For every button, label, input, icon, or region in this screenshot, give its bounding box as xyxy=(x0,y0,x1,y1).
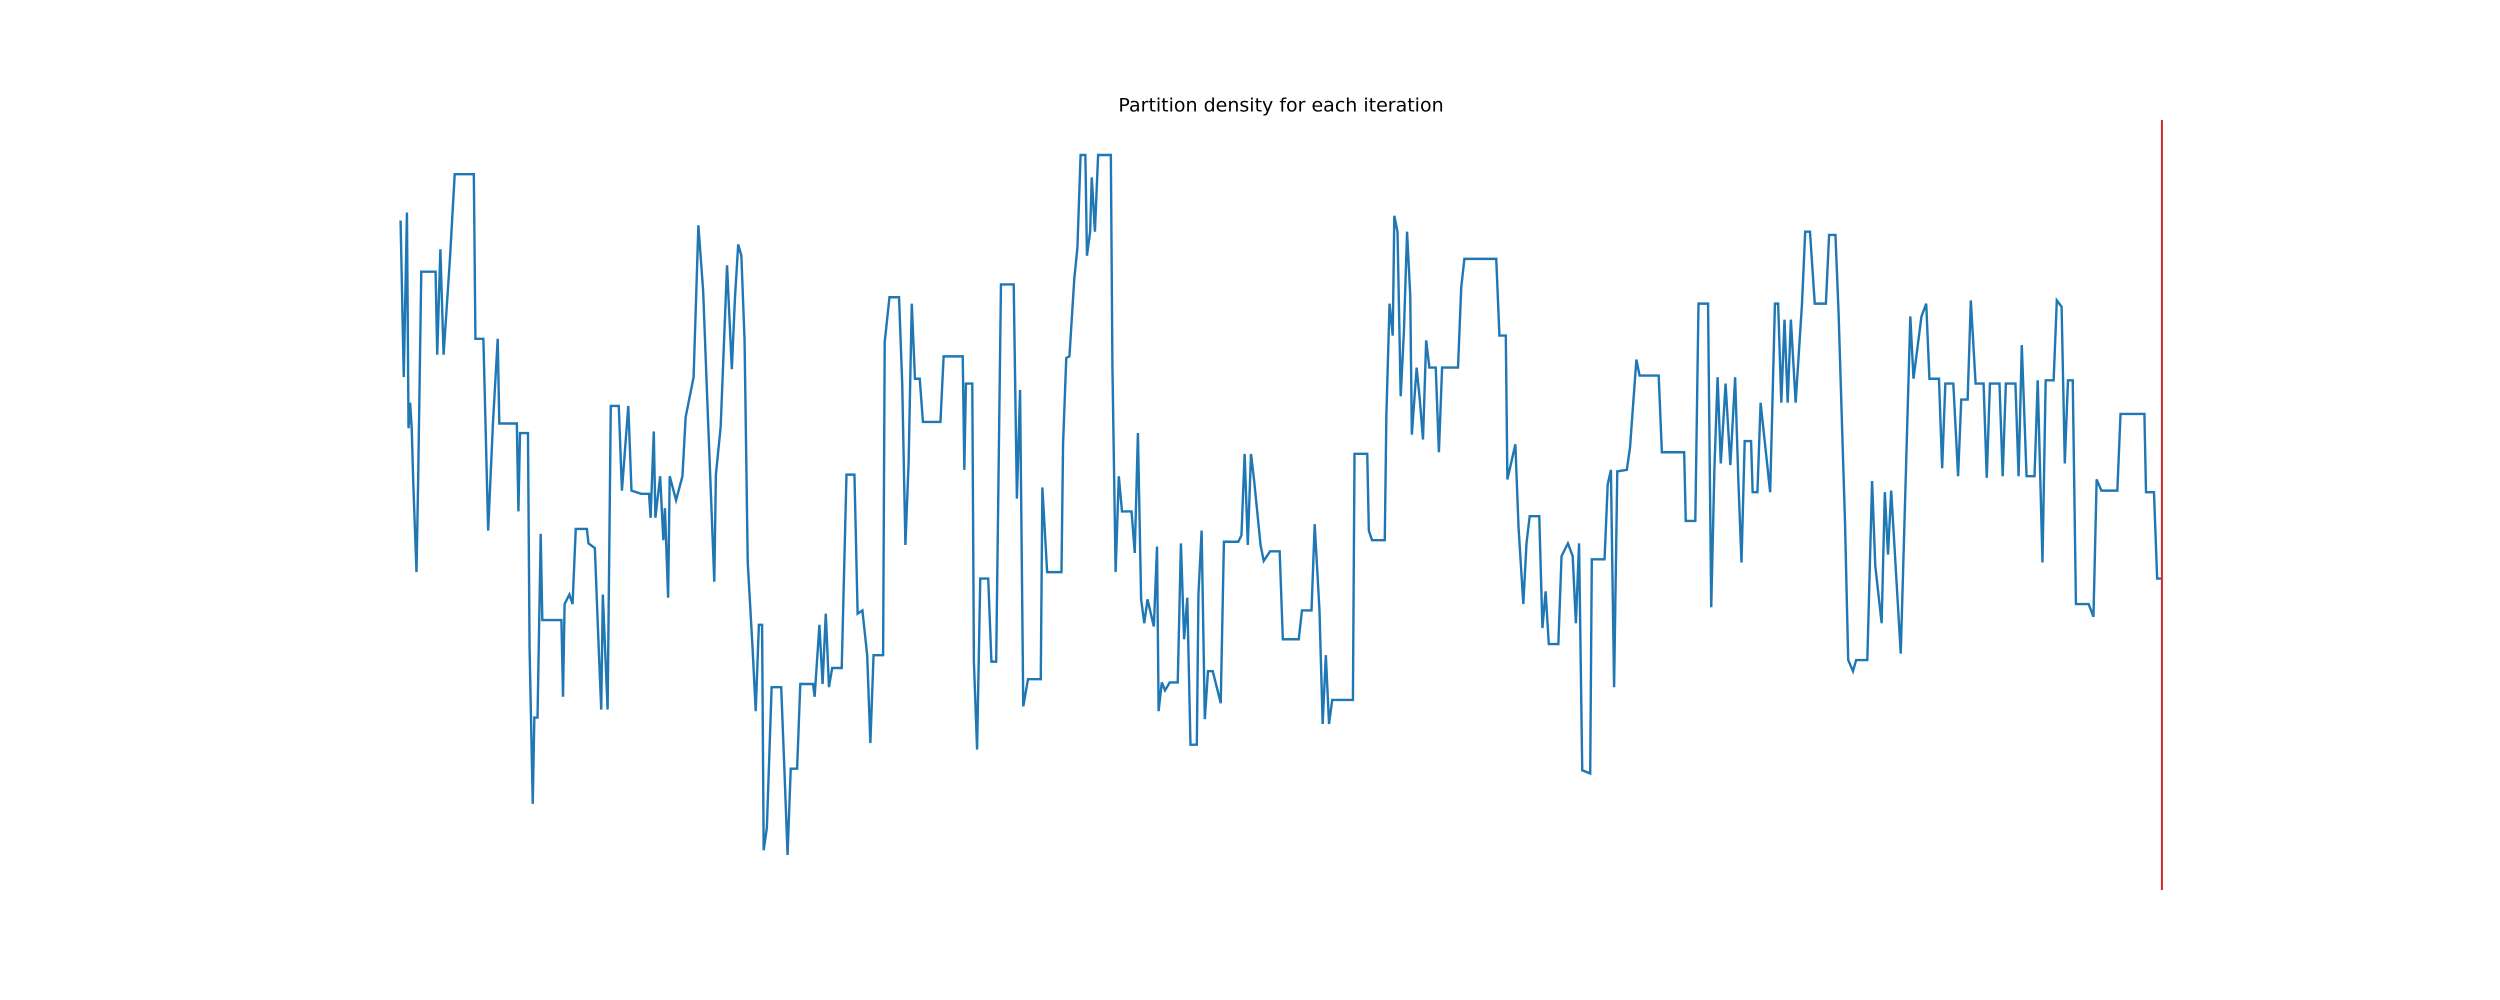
chart-title: Partition density for each iteration xyxy=(1118,95,1443,117)
series-line xyxy=(399,153,2162,856)
